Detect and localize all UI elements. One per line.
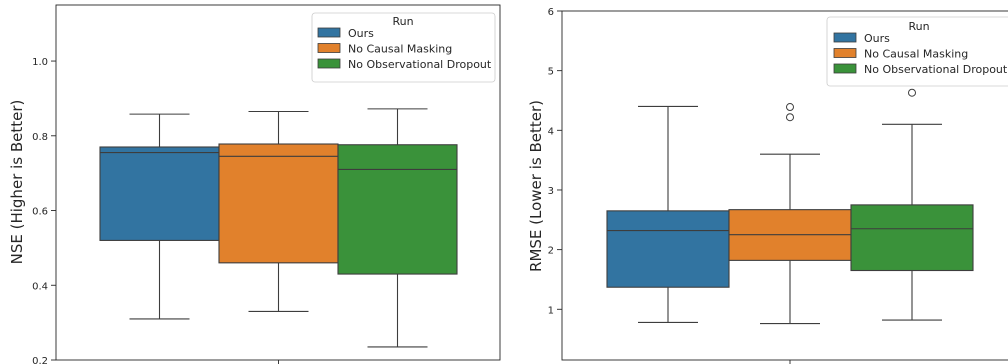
rmse-y-ticks: 1 2 3 4 5 6 [548,7,791,364]
legend-label: No Causal Masking [864,48,968,61]
outlier-point [908,88,916,97]
legend-swatch [317,27,341,38]
rmse-boxes [606,88,974,325]
legend-label: No Observational Dropout [348,58,492,71]
iqr-box [218,143,339,264]
rmse-legend-frame [826,16,1008,87]
legend-swatch [317,58,341,69]
nse-y-axis-label: NSE (Higher is Better) [8,100,26,265]
nse-y-tick-label: 0.2 [32,356,48,364]
nse-legend-frame [311,12,496,83]
iqr-box [337,144,458,275]
rmse-plot-frame [561,10,1008,361]
nse-legend-title: Run [392,15,413,28]
rmse-box-no-observational-dropout [850,88,974,321]
legend-swatch [317,43,341,53]
nse-plot-frame [55,4,501,361]
outlier-point [786,103,794,112]
rmse-legend: Run Ours No Causal Masking No Observationa… [826,16,1008,87]
legend-swatch [833,32,857,43]
legend-swatch [833,63,857,74]
rmse-box-no-causal-masking [728,103,852,325]
legend-label: No Causal Masking [348,43,452,56]
rmse-chart: 1 2 3 4 5 6 RMSE (Lower is Better) Run Ours No… [527,7,1008,364]
nse-box-ours [99,113,220,320]
rmse-box-ours [606,105,730,323]
iqr-box [99,146,220,241]
nse-box-no-observational-dropout [337,108,458,348]
rmse-y-tick-label: 5 [548,67,554,78]
nse-legend: Run Ours No Causal Masking No Observationa… [311,12,496,83]
nse-boxes [99,108,458,348]
nse-chart: 0.2 0.4 0.6 0.8 1.0 NSE (Higher is Better) R… [8,4,501,364]
iqr-box [606,210,730,288]
legend-swatch [833,48,857,58]
legend-label: No Observational Dropout [864,63,1008,76]
rmse-y-tick-label: 1 [548,305,554,316]
nse-y-tick-label: 0.6 [32,207,48,218]
nse-y-ticks: 0.2 0.4 0.6 0.8 1.0 [32,57,279,364]
iqr-box [850,204,974,272]
rmse-legend-entries: Ours No Causal Masking No Observational Dr… [833,32,1008,76]
nse-y-tick-label: 0.8 [32,132,48,143]
nse-y-tick-label: 0.4 [32,281,48,292]
nse-box-no-causal-masking [218,110,339,312]
rmse-y-tick-label: 2 [548,246,554,257]
rmse-y-tick-label: 3 [548,186,554,197]
nse-legend-entries: Ours No Causal Masking No Observational Dr… [317,27,492,71]
rmse-legend-title: Run [908,20,929,33]
rmse-y-tick-label: 4 [548,126,554,137]
outlier-point [786,113,794,122]
legend-label: Ours [348,27,374,40]
legend-label: Ours [864,32,890,45]
rmse-y-axis-label: RMSE (Lower is Better) [527,100,545,272]
rmse-y-tick-label: 6 [548,7,554,18]
nse-y-tick-label: 1.0 [32,57,48,68]
